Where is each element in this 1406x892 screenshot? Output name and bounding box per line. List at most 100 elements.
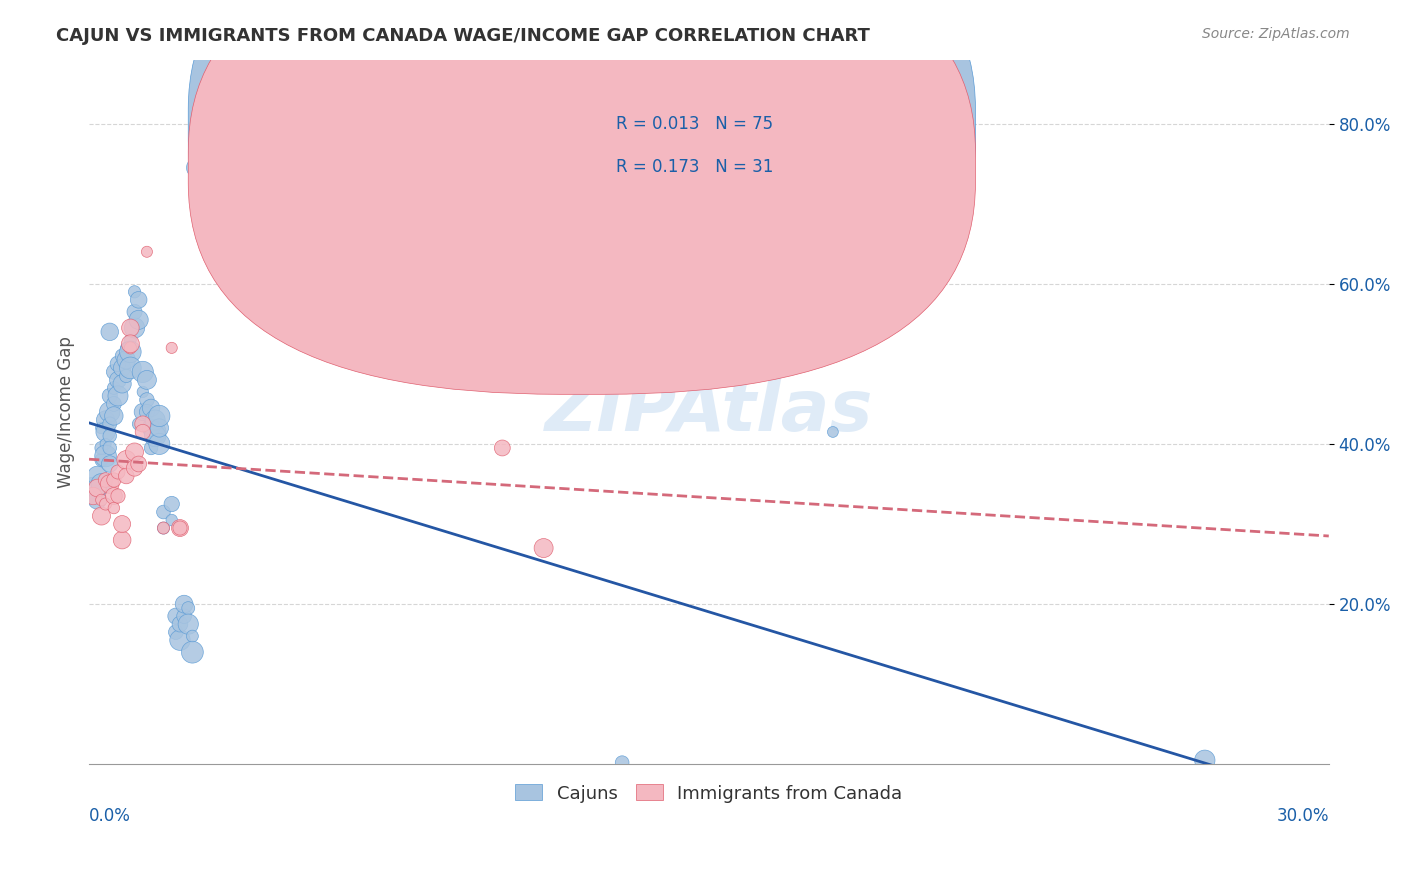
Point — [111, 533, 134, 547]
Point — [128, 293, 150, 307]
Point — [107, 465, 129, 479]
Point — [139, 441, 162, 455]
Point — [120, 341, 142, 355]
Point — [103, 381, 125, 395]
Point — [160, 497, 183, 511]
Legend: Cajuns, Immigrants from Canada: Cajuns, Immigrants from Canada — [506, 775, 911, 812]
Point — [94, 497, 117, 511]
Point — [152, 521, 174, 535]
Point — [135, 392, 157, 407]
Point — [90, 493, 112, 508]
Point — [120, 344, 142, 359]
Point — [103, 501, 125, 516]
Point — [103, 365, 125, 379]
Point — [128, 417, 150, 431]
Point — [115, 341, 138, 355]
Point — [610, 756, 633, 770]
Point — [115, 453, 138, 467]
Point — [177, 601, 200, 615]
Point — [120, 337, 142, 351]
Point — [181, 629, 204, 643]
Point — [86, 481, 108, 495]
Point — [103, 489, 125, 503]
Point — [98, 389, 121, 403]
Point — [169, 617, 191, 632]
Point — [94, 425, 117, 439]
Point — [111, 360, 134, 375]
Point — [90, 509, 112, 524]
Point — [124, 305, 146, 319]
Point — [103, 473, 125, 487]
Point — [132, 417, 155, 431]
Point — [115, 469, 138, 483]
Point — [132, 365, 155, 379]
Point — [124, 461, 146, 475]
Point — [165, 625, 187, 640]
Point — [120, 321, 142, 335]
Point — [177, 617, 200, 632]
Point — [128, 313, 150, 327]
Point — [120, 333, 142, 347]
Point — [1194, 753, 1216, 767]
Point — [148, 409, 170, 423]
Point — [152, 521, 174, 535]
Text: R = 0.173   N = 31: R = 0.173 N = 31 — [616, 158, 773, 176]
Point — [86, 469, 108, 483]
Point — [115, 368, 138, 383]
Point — [124, 285, 146, 299]
Point — [169, 521, 191, 535]
Point — [115, 352, 138, 367]
Point — [132, 425, 155, 439]
Point — [135, 244, 157, 259]
Point — [111, 376, 134, 391]
Point — [94, 473, 117, 487]
Point — [124, 445, 146, 459]
Point — [143, 425, 166, 439]
Point — [160, 513, 183, 527]
Text: 0.0%: 0.0% — [89, 806, 131, 824]
Point — [148, 437, 170, 451]
Point — [143, 413, 166, 427]
Text: 30.0%: 30.0% — [1277, 806, 1329, 824]
Text: R = 0.013   N = 75: R = 0.013 N = 75 — [616, 115, 773, 134]
Point — [139, 421, 162, 435]
Point — [139, 401, 162, 415]
Text: Source: ZipAtlas.com: Source: ZipAtlas.com — [1202, 27, 1350, 41]
Point — [173, 597, 195, 611]
Point — [120, 360, 142, 375]
Point — [181, 645, 204, 659]
Point — [143, 429, 166, 443]
Point — [169, 521, 191, 535]
Point — [98, 441, 121, 455]
Point — [160, 341, 183, 355]
Text: ZIPAtlas: ZIPAtlas — [544, 377, 873, 446]
Point — [132, 405, 155, 419]
Point — [90, 453, 112, 467]
Point — [169, 633, 191, 648]
Point — [94, 413, 117, 427]
Point — [103, 409, 125, 423]
Point — [135, 373, 157, 387]
Point — [491, 441, 513, 455]
Y-axis label: Wage/Income Gap: Wage/Income Gap — [58, 336, 75, 488]
Point — [107, 357, 129, 371]
Point — [94, 449, 117, 463]
Text: CAJUN VS IMMIGRANTS FROM CANADA WAGE/INCOME GAP CORRELATION CHART: CAJUN VS IMMIGRANTS FROM CANADA WAGE/INC… — [56, 27, 870, 45]
Point — [186, 161, 208, 175]
Point — [111, 516, 134, 531]
Point — [128, 457, 150, 471]
Point — [82, 481, 104, 495]
Point — [82, 489, 104, 503]
Point — [533, 541, 555, 555]
Point — [94, 437, 117, 451]
Point — [111, 349, 134, 363]
Point — [132, 384, 155, 399]
FancyBboxPatch shape — [523, 81, 845, 215]
Point — [152, 505, 174, 519]
Point — [98, 405, 121, 419]
Point — [98, 457, 121, 471]
Point — [135, 405, 157, 419]
Point — [98, 325, 121, 339]
Point — [103, 397, 125, 411]
Point — [107, 373, 129, 387]
